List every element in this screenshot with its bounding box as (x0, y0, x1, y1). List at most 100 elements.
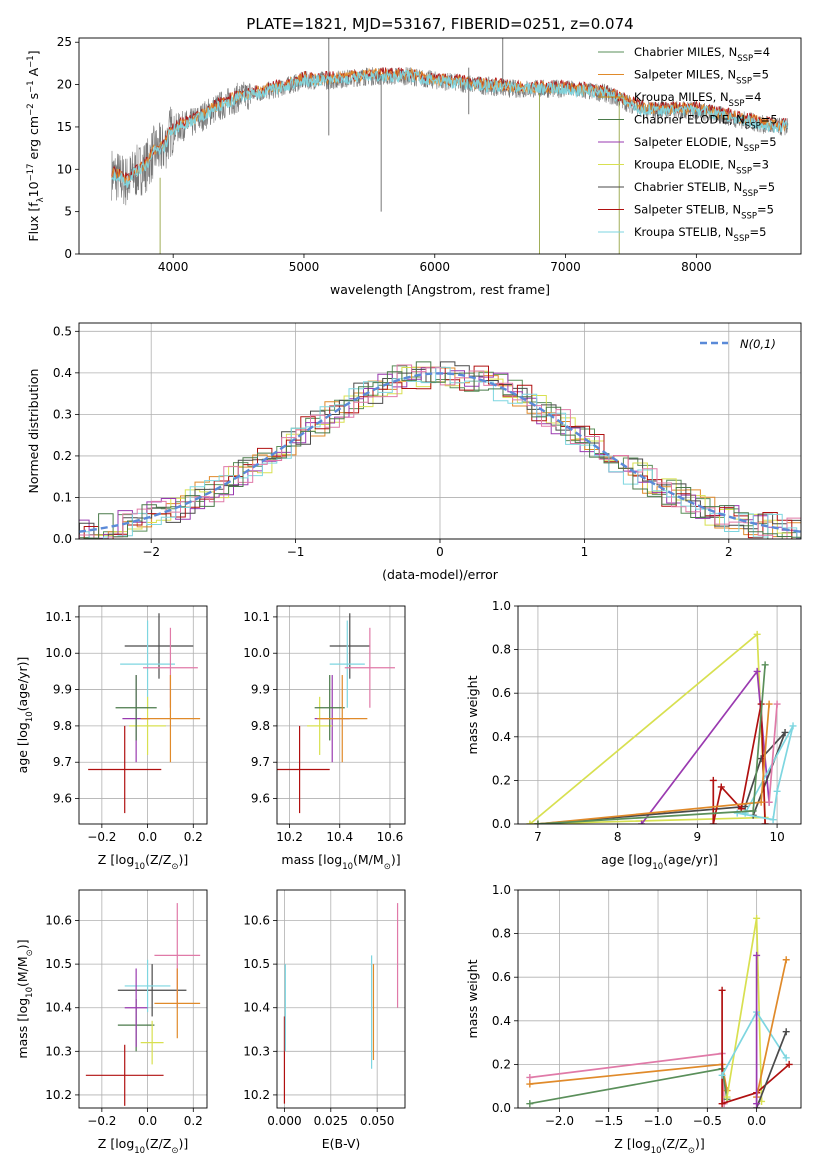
x-axis-label-part: Z [log (614, 1136, 650, 1151)
weight-marker (526, 1100, 534, 1108)
y-tick-label: 0.3 (53, 407, 72, 421)
y-tick-label: 0.1 (53, 490, 72, 504)
x-axis-label-part: (Z/Z (145, 852, 171, 867)
x-axis-label: mass [log10(M/M⊙)] (281, 852, 400, 872)
x-tick-label: 0.0 (138, 1114, 157, 1128)
weight-marker (761, 820, 769, 824)
y-tick-label: 9.9 (251, 683, 270, 697)
y-tick-label: 0.2 (53, 449, 72, 463)
weight-line-chabrier_stelib (755, 1031, 787, 1108)
y-tick-label: 9.8 (251, 719, 270, 733)
plot-area-mass_vs_ebv (283, 903, 399, 1104)
legend-entry-part: =5 (760, 135, 777, 149)
legend-entry: Salpeter ELODIE, NSSP=5 (634, 135, 777, 154)
weight-marker (753, 914, 761, 922)
weight-marker (753, 667, 761, 675)
x-axis-label-part: Z [log (98, 852, 134, 867)
y-axis-label-part: 10 (26, 181, 41, 197)
legend-entry-part: SSP (745, 122, 761, 132)
y-tick-label: 0.8 (492, 927, 511, 941)
x-tick-label: 0.050 (360, 1114, 394, 1128)
legend-entry-part: SSP (734, 234, 750, 244)
x-axis-label: age [log10(age/yr)] (601, 852, 718, 872)
weight-line-pink (768, 704, 778, 803)
x-axis-label-part: )] (178, 1136, 188, 1151)
figure-title: PLATE=1821, MJD=53167, FIBERID=0251, z=0… (246, 15, 633, 33)
x-axis-label-part: (Z/Z (145, 1136, 171, 1151)
x-axis-label-part: (age/yr)] (663, 852, 718, 867)
weight-marker (638, 820, 646, 824)
weight-marker (526, 1080, 534, 1088)
legend-entry-part: Chabrier MILES, N (634, 45, 737, 59)
y-tick-label: 9.8 (53, 719, 72, 733)
legend-entry-part: Kroupa ELODIE, N (634, 158, 736, 172)
x-tick-label: 5000 (289, 260, 320, 274)
histogram-pink (79, 364, 801, 539)
legend-entry: Salpeter STELIB, NSSP=5 (634, 203, 774, 222)
legend-entry-part: SSP (729, 99, 745, 109)
y-tick-label: 10.0 (243, 646, 270, 660)
weight-marker (709, 820, 717, 824)
weight-line-salpeter_elodie (640, 669, 770, 824)
axes-frame (78, 37, 802, 255)
legend-entry-part: Chabrier STELIB, N (634, 180, 742, 194)
x-tick-label: 4000 (158, 260, 189, 274)
y-axis-label-part: (age/yr)] (15, 657, 30, 712)
x-axis-label: Z [log10(Z/Z⊙)] (614, 1136, 704, 1156)
y-tick-label: 0.6 (492, 970, 511, 984)
y-tick-label: 10.4 (45, 1001, 72, 1015)
y-tick-label: 1.0 (492, 883, 511, 897)
weight-marker (753, 1100, 761, 1108)
weight-marker (733, 809, 741, 817)
weight-marker (526, 1073, 534, 1081)
y-tick-label: 10.4 (243, 1001, 270, 1015)
y-axis-label: mass [log10(M/M⊙)] (15, 939, 35, 1058)
x-tick-label: 8000 (681, 260, 712, 274)
legend-entry: Kroupa ELODIE, NSSP=3 (634, 158, 769, 177)
x-axis-label-part: age [log (601, 852, 652, 867)
y-axis-label-part: A (26, 67, 41, 80)
x-axis-label-part: ⊙ (384, 862, 391, 872)
legend-entry-part: =5 (749, 225, 766, 239)
x-axis-label-part: (Z/Z (662, 1136, 688, 1151)
y-axis-label-part: −2 (26, 103, 36, 116)
y-tick-label: 9.9 (53, 683, 72, 697)
gaussian-curve (79, 372, 801, 533)
x-tick-label: 0.025 (314, 1114, 348, 1128)
y-tick-label: 0.4 (492, 1014, 511, 1028)
x-tick-label: 0.000 (267, 1114, 301, 1128)
x-tick-label: 9 (694, 830, 702, 844)
weight-marker (769, 816, 777, 824)
y-tick-label: 0.4 (492, 730, 511, 744)
y-tick-label: 1.0 (492, 599, 511, 613)
x-tick-label: −2 (142, 545, 160, 559)
legend-entry: Chabrier STELIB, NSSP=5 (634, 180, 775, 199)
x-axis-label-part: )] (178, 852, 188, 867)
legend-entry-part: =5 (752, 68, 769, 82)
legend-entry: Kroupa MILES, NSSP=4 (634, 90, 761, 109)
y-axis-label: mass weight (465, 675, 480, 754)
x-tick-label: −0.2 (87, 830, 116, 844)
y-axis-label: mass weight (465, 959, 480, 1038)
legend-entry-part: SSP (737, 54, 753, 64)
y-tick-label: 0.5 (53, 324, 72, 338)
x-tick-label: −1.5 (594, 1114, 623, 1128)
legend-entry-part: Chabrier ELODIE, N (634, 113, 745, 127)
x-tick-label: 10 (769, 830, 784, 844)
y-tick-label: 5 (64, 205, 72, 219)
y-tick-label: 9.6 (251, 792, 270, 806)
x-axis-label-part: 10 (652, 862, 663, 872)
panel-mass_vs_Z: −0.2 0.0 0.210.210.310.410.510.6Z [log10(Z… (15, 889, 208, 1156)
x-axis-label-part: ⊙ (171, 862, 178, 872)
x-axis-label: Z [log10(Z/Z⊙)] (98, 852, 188, 872)
y-tick-label: 10.1 (243, 610, 270, 624)
legend-entry-part: Salpeter ELODIE, N (634, 135, 744, 149)
weight-marker (749, 807, 757, 815)
x-axis-label-part: 10 (134, 1146, 145, 1156)
weight-marker (526, 820, 534, 824)
y-tick-label: 10.3 (45, 1044, 72, 1058)
x-tick-label: 0.2 (184, 830, 203, 844)
y-axis-label-part: age [log (15, 722, 30, 773)
y-axis-label-part: −17 (26, 163, 36, 181)
